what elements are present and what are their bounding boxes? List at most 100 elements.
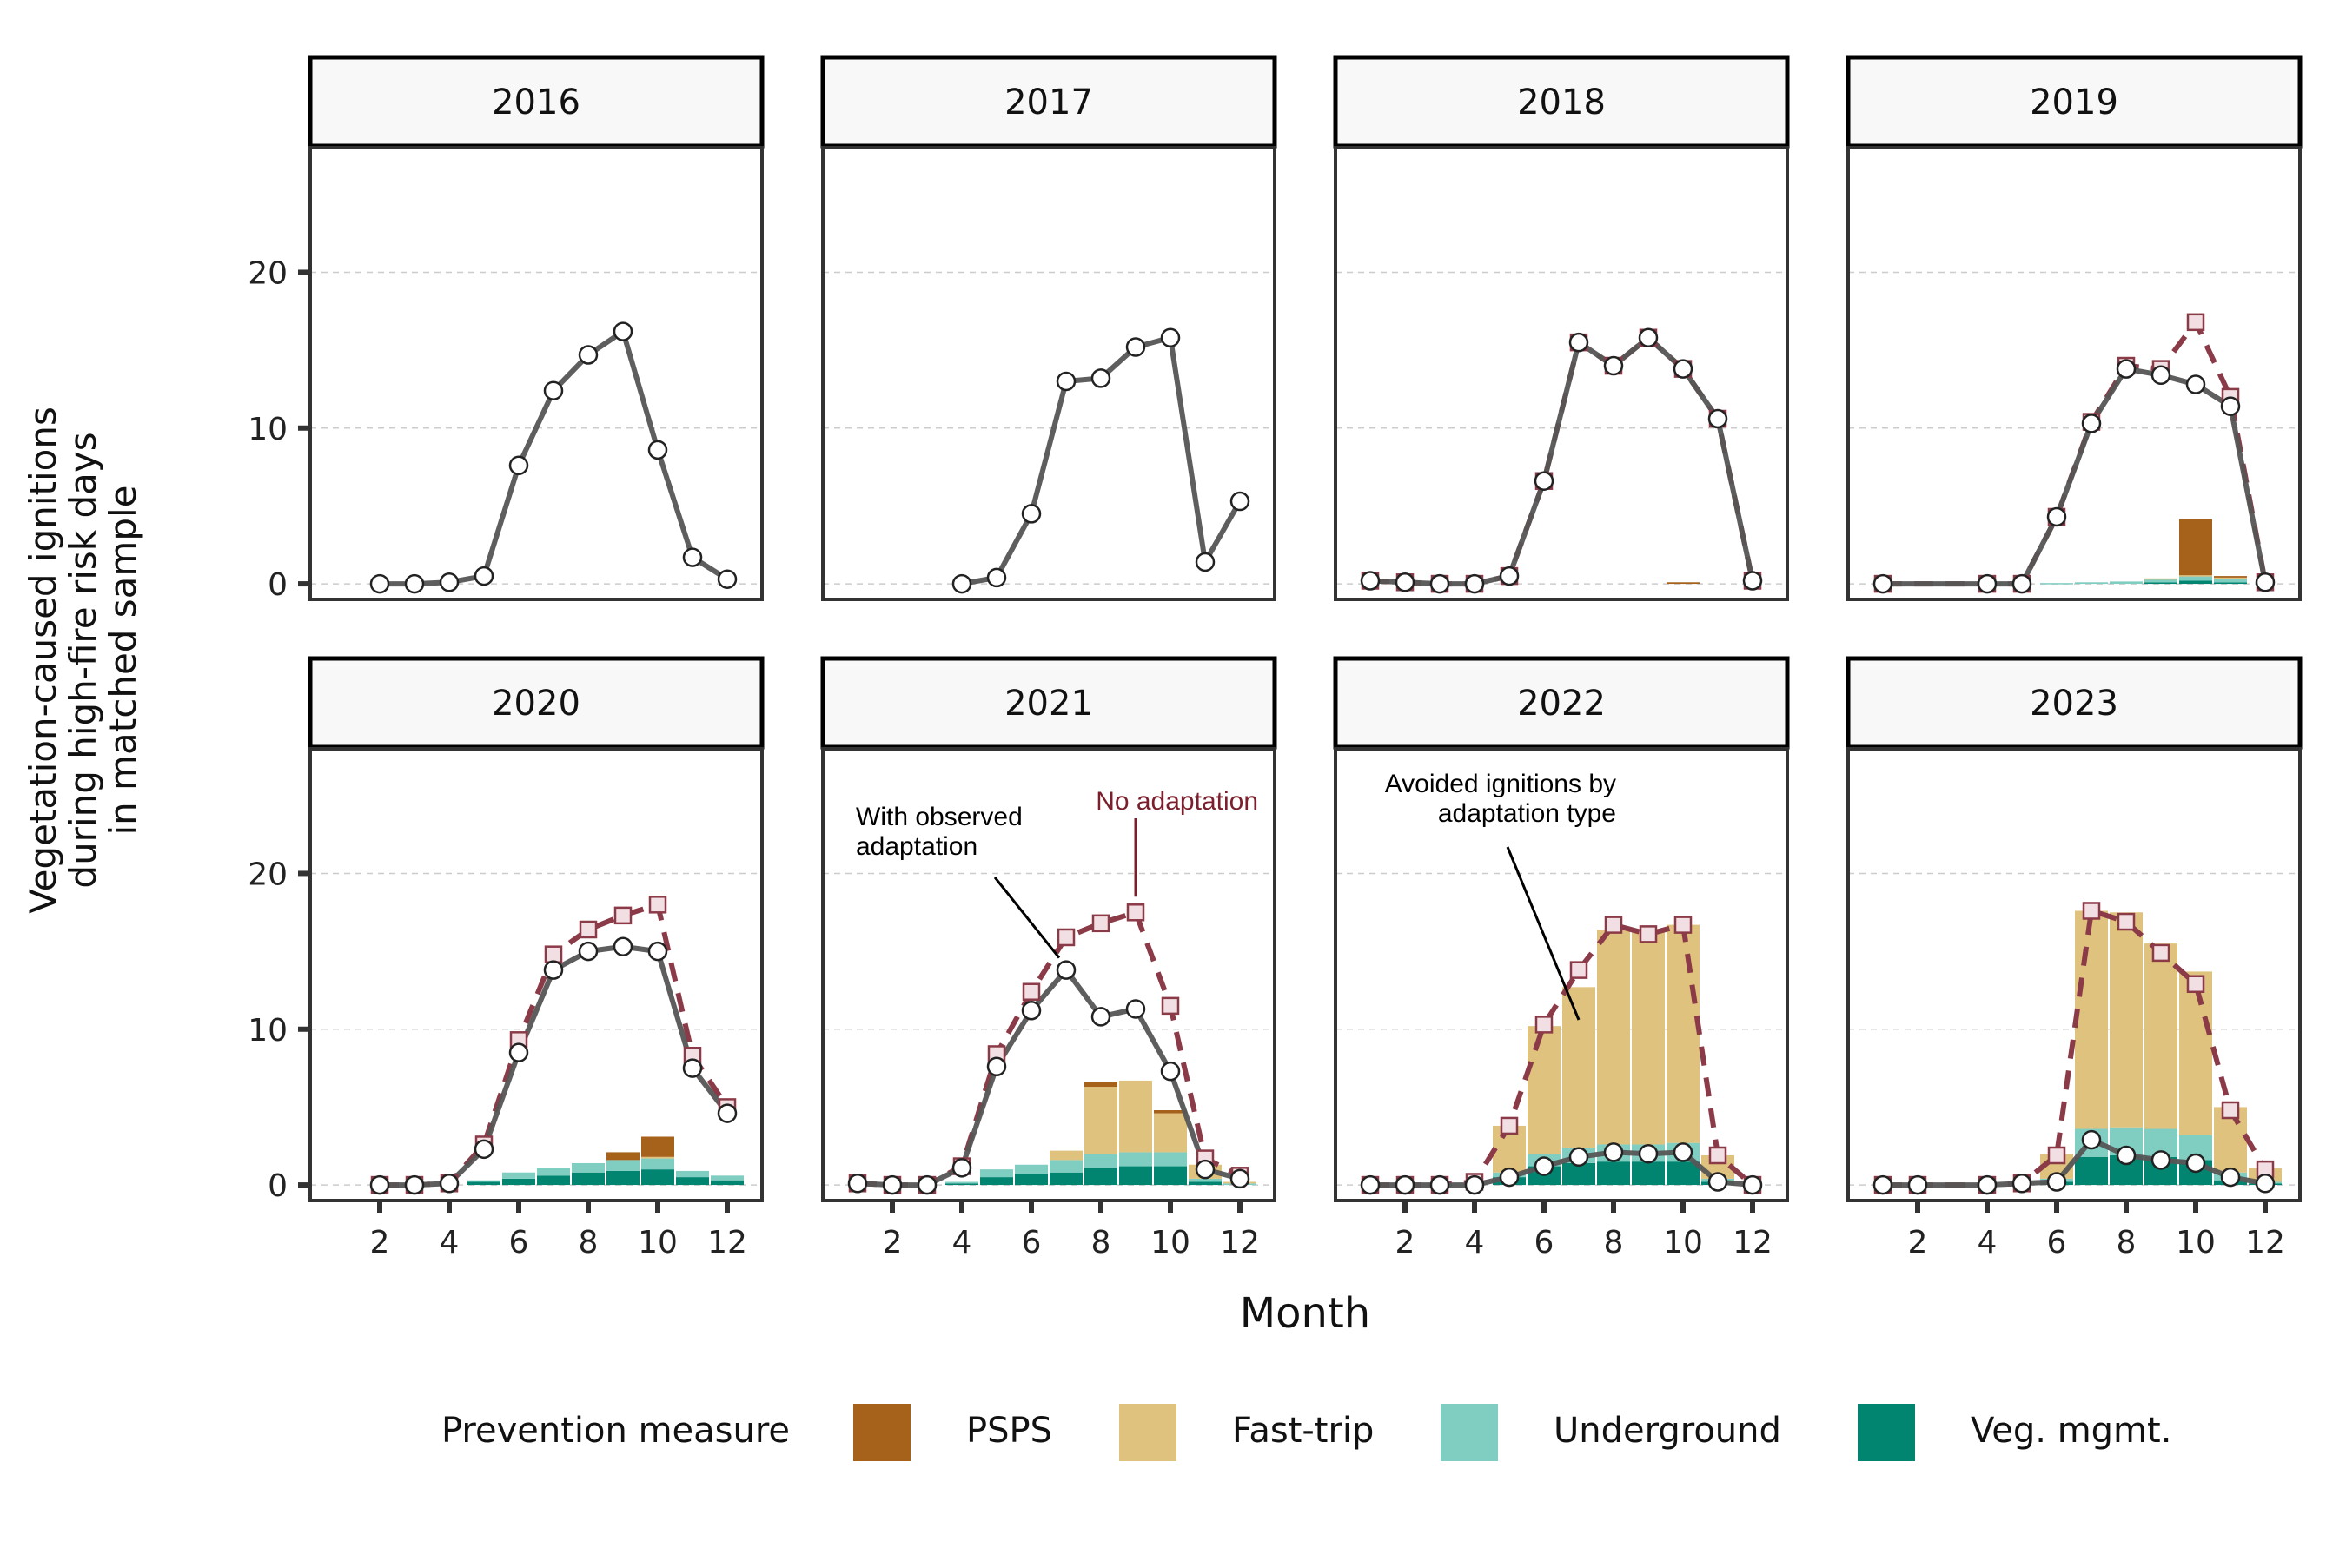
observed-point: [404, 573, 425, 594]
no-adaptation-point: [1604, 916, 1623, 934]
observed-point: [647, 440, 668, 460]
observed-point: [1872, 1174, 1893, 1195]
observed-line: [1369, 334, 1755, 587]
panel-title: 2020: [492, 684, 580, 724]
observed-point: [1568, 332, 1589, 353]
panel-title: 2017: [1004, 83, 1093, 122]
observed-point: [682, 547, 703, 567]
x-tick-label: 12: [2245, 1225, 2285, 1260]
observed-point: [2081, 1129, 2102, 1150]
y-axis-title-line: during high-fire risk days: [62, 432, 104, 888]
annotation-leader: [993, 877, 1061, 959]
bar-segment-under: [2110, 581, 2143, 585]
observed-point: [439, 1174, 460, 1194]
bar-segment-psps: [606, 1152, 640, 1161]
observed-point: [1429, 1174, 1450, 1195]
bar-segment-veg: [2214, 582, 2247, 585]
x-tick-label: 10: [1150, 1225, 1190, 1260]
observed-point: [613, 321, 633, 341]
bar-segment-under: [676, 1170, 709, 1178]
panel-title: 2023: [2030, 684, 2118, 724]
bar-segment-under: [2144, 579, 2177, 583]
observed-point: [1056, 960, 1077, 980]
y-tick-label: 20: [248, 857, 288, 892]
observed-point: [508, 1042, 529, 1062]
observed-point: [543, 380, 564, 400]
x-tick-label: 12: [1220, 1225, 1260, 1260]
bar-segment-veg: [1119, 1166, 1152, 1186]
observed-point: [2185, 1153, 2206, 1174]
bar-segment-under: [2075, 582, 2108, 585]
bar-segment-under: [2179, 576, 2212, 581]
bar-segment-under: [641, 1158, 674, 1170]
panel-title: 2018: [1517, 83, 1606, 122]
observed-point: [508, 455, 529, 476]
legend: Prevention measure PSPS Fast-trip Undergrou…: [441, 1404, 2171, 1461]
no-adaptation-point: [1673, 916, 1693, 934]
legend-key-underground: [1441, 1404, 1498, 1461]
bar-segment-fast: [2144, 578, 2177, 580]
panel-2019: 2019: [1846, 55, 2303, 601]
no-adaptation-point: [1057, 928, 1076, 947]
observed-point: [2220, 1167, 2241, 1188]
observed-point: [578, 941, 599, 962]
observed-point: [1603, 355, 1624, 376]
observed-point: [2150, 365, 2171, 386]
observed-point: [1534, 1156, 1554, 1176]
bar-segment-under: [502, 1172, 535, 1179]
x-tick-label: 10: [1663, 1225, 1703, 1260]
observed-point: [474, 1139, 494, 1160]
observed-point: [1907, 1174, 1928, 1195]
x-tick-label: 6: [1022, 1225, 1042, 1260]
observed-point: [1707, 1172, 1728, 1192]
legend-label: PSPS: [966, 1411, 1052, 1451]
no-adaptation-point: [1534, 1016, 1554, 1034]
no-adaptation-point: [1708, 1146, 1727, 1165]
y-axis-title-line: in matched sample: [102, 485, 144, 835]
legend-key-veg-mgmt-: [1858, 1404, 1915, 1461]
panel-header: [308, 55, 765, 149]
annotation-text: With observed: [856, 803, 1023, 831]
x-tick-label: 4: [952, 1225, 972, 1260]
bar-segment-veg: [945, 1183, 978, 1186]
observed-point: [1464, 573, 1485, 594]
bar-segment-fast: [1632, 932, 1665, 1145]
x-tick-label: 2: [370, 1225, 390, 1260]
observed-point: [1125, 999, 1146, 1019]
bar-segment-veg: [1597, 1161, 1630, 1186]
observed-point: [1160, 327, 1181, 348]
x-tick-label: 8: [1091, 1225, 1111, 1260]
bar-segment-veg: [1050, 1172, 1083, 1186]
observed-point: [613, 936, 633, 956]
no-adaptation-point: [2047, 1146, 2066, 1165]
bar-segment-fast: [1154, 1113, 1187, 1153]
observed-point: [578, 345, 599, 365]
bar-segment-veg: [2179, 580, 2212, 585]
observed-point: [986, 1056, 1007, 1077]
observed-point: [1160, 1061, 1181, 1082]
panel-border: [821, 146, 1276, 601]
bar-segment-under: [1084, 1154, 1117, 1168]
observed-point: [847, 1174, 868, 1194]
observed-point: [2081, 414, 2102, 433]
bar-segment-psps: [2179, 519, 2212, 576]
observed-point: [1229, 491, 1250, 512]
observed-point: [2011, 573, 2032, 594]
no-adaptation-point: [1091, 914, 1110, 933]
observed-point: [369, 573, 390, 594]
legend-label: Veg. mgmt.: [1971, 1411, 2171, 1451]
observed-point: [1021, 504, 1042, 524]
x-tick-label: 8: [579, 1225, 599, 1260]
bar-segment-fast: [1528, 1026, 1561, 1154]
bar-segment-fast: [1667, 924, 1700, 1143]
observed-point: [1360, 1174, 1381, 1195]
x-tick-label: 10: [638, 1225, 678, 1260]
observed-point: [1125, 337, 1146, 357]
bar-segment-veg: [1154, 1166, 1187, 1186]
observed-point: [1568, 1147, 1589, 1168]
bar-segment-under: [537, 1168, 570, 1176]
bar-segment-fast: [2214, 577, 2247, 579]
bar-segment-psps: [1084, 1082, 1117, 1088]
